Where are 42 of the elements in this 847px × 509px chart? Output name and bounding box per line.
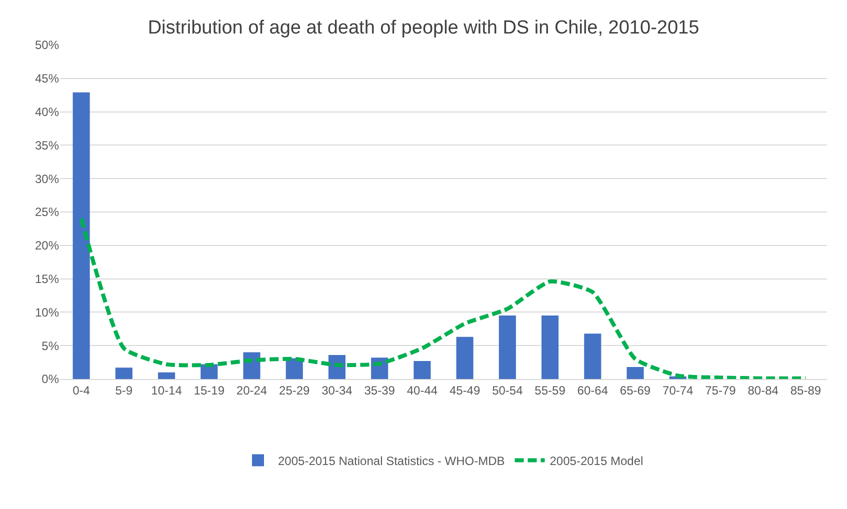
x-tick-label: 5-9 [115,383,133,398]
y-tick-label: 25% [34,205,60,220]
x-tick-label: 50-54 [492,383,524,398]
x-tick-label: 40-44 [406,383,438,398]
y-tick-label: 15% [34,272,60,286]
x-tick-label: 45-49 [449,383,480,398]
bar [72,92,90,379]
y-tick-label: 5% [42,338,60,353]
bar [115,368,132,379]
bar [626,366,644,379]
x-tick-label: 25-29 [279,383,310,398]
bar [584,334,602,379]
x-tick-label: 75-79 [705,383,736,398]
y-tick-label: 30% [34,172,60,186]
y-tick-label: 20% [34,238,60,253]
x-tick-label: 20-24 [236,383,268,398]
y-tick-label: 45% [34,72,60,86]
y-tick-label: 40% [34,105,60,119]
x-tick-label: 80-84 [748,383,779,398]
x-tick-label: 60-64 [577,383,608,398]
line-series [79,216,808,379]
x-tick-label: 10-14 [151,383,182,398]
x-tick-label: 35-39 [364,383,396,398]
legend-label: 2005-2015 Model [550,454,644,468]
bar [456,336,474,379]
y-tick-label: 10% [34,305,60,320]
bar [542,316,559,379]
y-tick-label: 50% [34,38,60,52]
y-tick-label: 35% [34,138,60,152]
x-tick-label: 70-74 [662,383,694,398]
x-tick-label: 30-34 [322,383,353,398]
legend-label: 2005-2015 National Statistics - WHO-MDB [278,454,505,468]
x-tick-label: 0-4 [72,383,90,398]
x-tick-label: 65-69 [620,383,651,398]
x-tick-label: 85-89 [790,383,822,398]
y-tick-label: 0% [42,372,60,386]
bar [158,372,176,379]
x-tick-label: 15-19 [194,383,225,398]
chart-title: Distribution of age at death of people with DS in Chile, 2010-2015 [148,18,700,39]
x-tick-label: 55-59 [534,383,566,398]
bar [414,360,431,379]
bar [498,316,516,379]
